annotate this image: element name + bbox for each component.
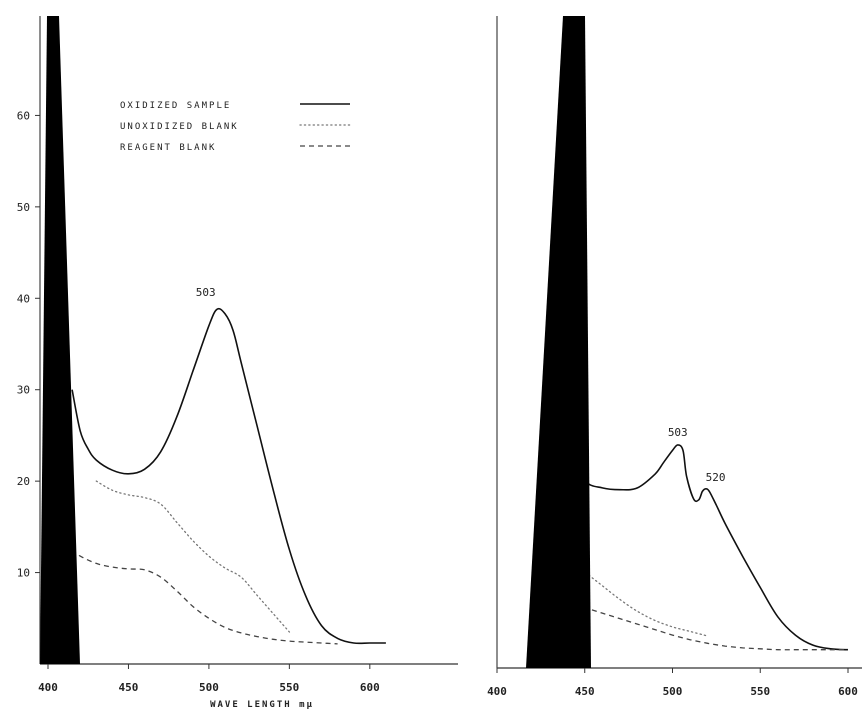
legend-entry-label: REAGENT BLANK <box>120 143 216 153</box>
x-tick-label: 600 <box>360 681 380 694</box>
series-line-dashed <box>549 594 848 651</box>
y-tick-label: 10 <box>17 567 30 580</box>
y-tick-label: 60 <box>17 109 30 122</box>
x-tick-label: 400 <box>38 681 58 694</box>
x-tick-label: 450 <box>575 685 595 698</box>
y-tick-label: 30 <box>17 384 30 397</box>
x-tick-label: 400 <box>487 685 507 698</box>
peak-label: 520 <box>706 471 726 484</box>
filter-mask-shape <box>40 16 80 664</box>
peak-label: 503 <box>196 286 216 299</box>
y-tick-label: 20 <box>17 475 30 488</box>
series-line-solid <box>71 307 386 645</box>
x-tick-label: 550 <box>279 681 299 694</box>
x-tick-label: 600 <box>838 685 858 698</box>
right-spectrum-chart: 400 450 500 550 600 503 520 <box>487 16 862 698</box>
x-axis-title: WAVE LENGTH mμ <box>210 700 314 710</box>
series-line-dotted <box>95 480 291 633</box>
legend-entry-label: UNOXIDIZED BLANK <box>120 122 239 132</box>
series-line-dashed <box>71 549 338 645</box>
x-tick-label: 450 <box>119 681 139 694</box>
x-tick-label: 550 <box>750 685 770 698</box>
x-tick-label: 500 <box>199 681 219 694</box>
peak-label: 503 <box>668 426 688 439</box>
legend-entry-label: OXIDIZED SAMPLE <box>120 101 231 111</box>
y-tick-label: 40 <box>17 292 30 305</box>
y-tick-label: 50 <box>17 201 30 214</box>
x-tick-label: 500 <box>663 685 683 698</box>
filter-mask-shape <box>526 16 591 668</box>
left-spectrum-chart: 400 450 500 550 600 10 20 30 40 50 60 503 WAVE LENGT… <box>17 16 458 710</box>
series-line-solid <box>548 320 849 651</box>
